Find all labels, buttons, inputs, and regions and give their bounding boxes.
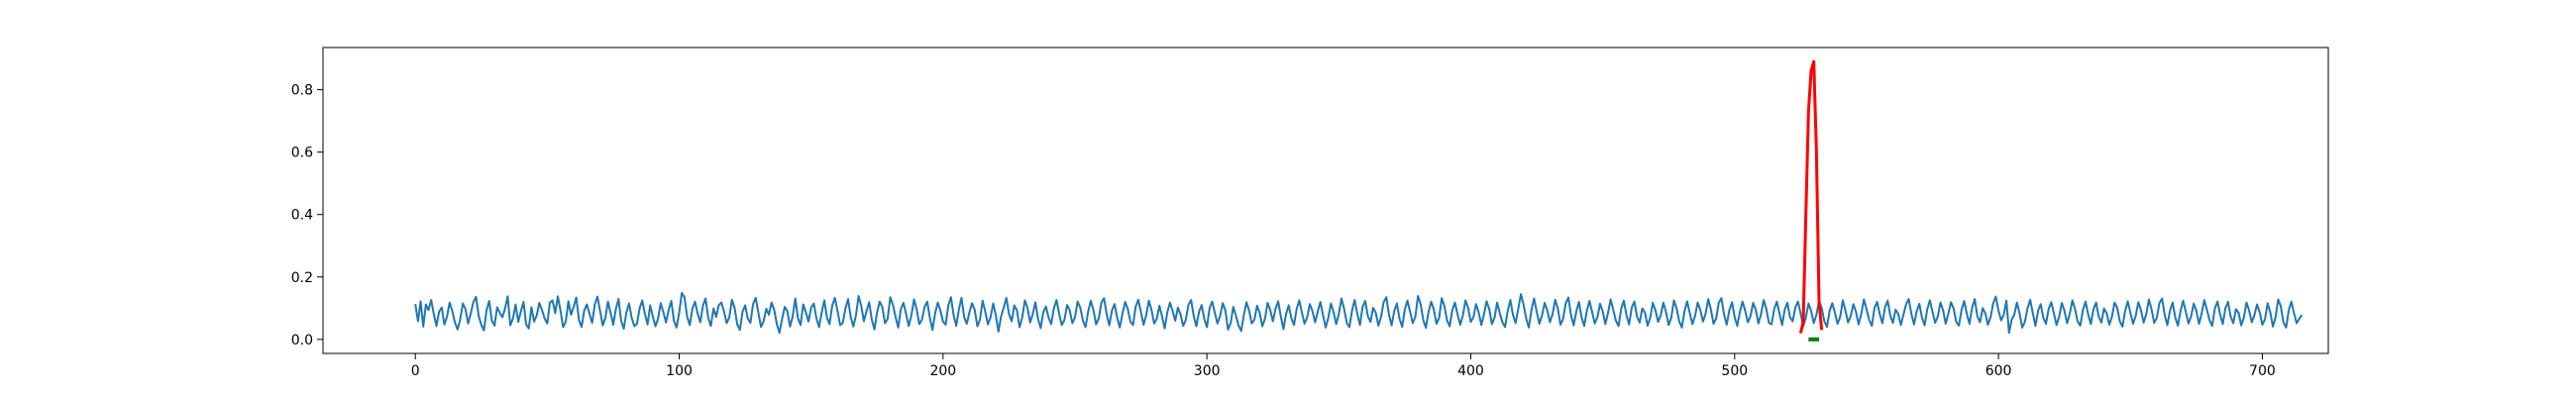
- series-line-signal: [414, 291, 2304, 335]
- x-tick-label: 300: [1194, 363, 1221, 379]
- x-tick-label: 700: [2249, 363, 2276, 379]
- series-line-highlighted-peak: [1798, 59, 1824, 334]
- y-tick-label: 0.6: [291, 146, 313, 161]
- x-tick-label: 0: [411, 363, 420, 379]
- y-tick-label: 0.0: [291, 333, 313, 348]
- axis-ticks: 0 100 200 300 400 500 600 700 0.0 0.2 0.4 0.6 0.8: [291, 83, 2276, 379]
- y-tick-label: 0.4: [291, 208, 313, 224]
- x-tick-label: 500: [1721, 363, 1748, 379]
- x-tick-label: 600: [1986, 363, 2012, 379]
- x-tick-label: 400: [1457, 363, 1484, 379]
- plot-frame: [322, 47, 2329, 354]
- series-group: [414, 59, 2304, 342]
- x-tick-label: 100: [666, 363, 693, 379]
- y-tick-label: 0.2: [291, 270, 313, 286]
- y-tick-label: 0.8: [291, 83, 313, 99]
- x-tick-label: 200: [929, 363, 956, 379]
